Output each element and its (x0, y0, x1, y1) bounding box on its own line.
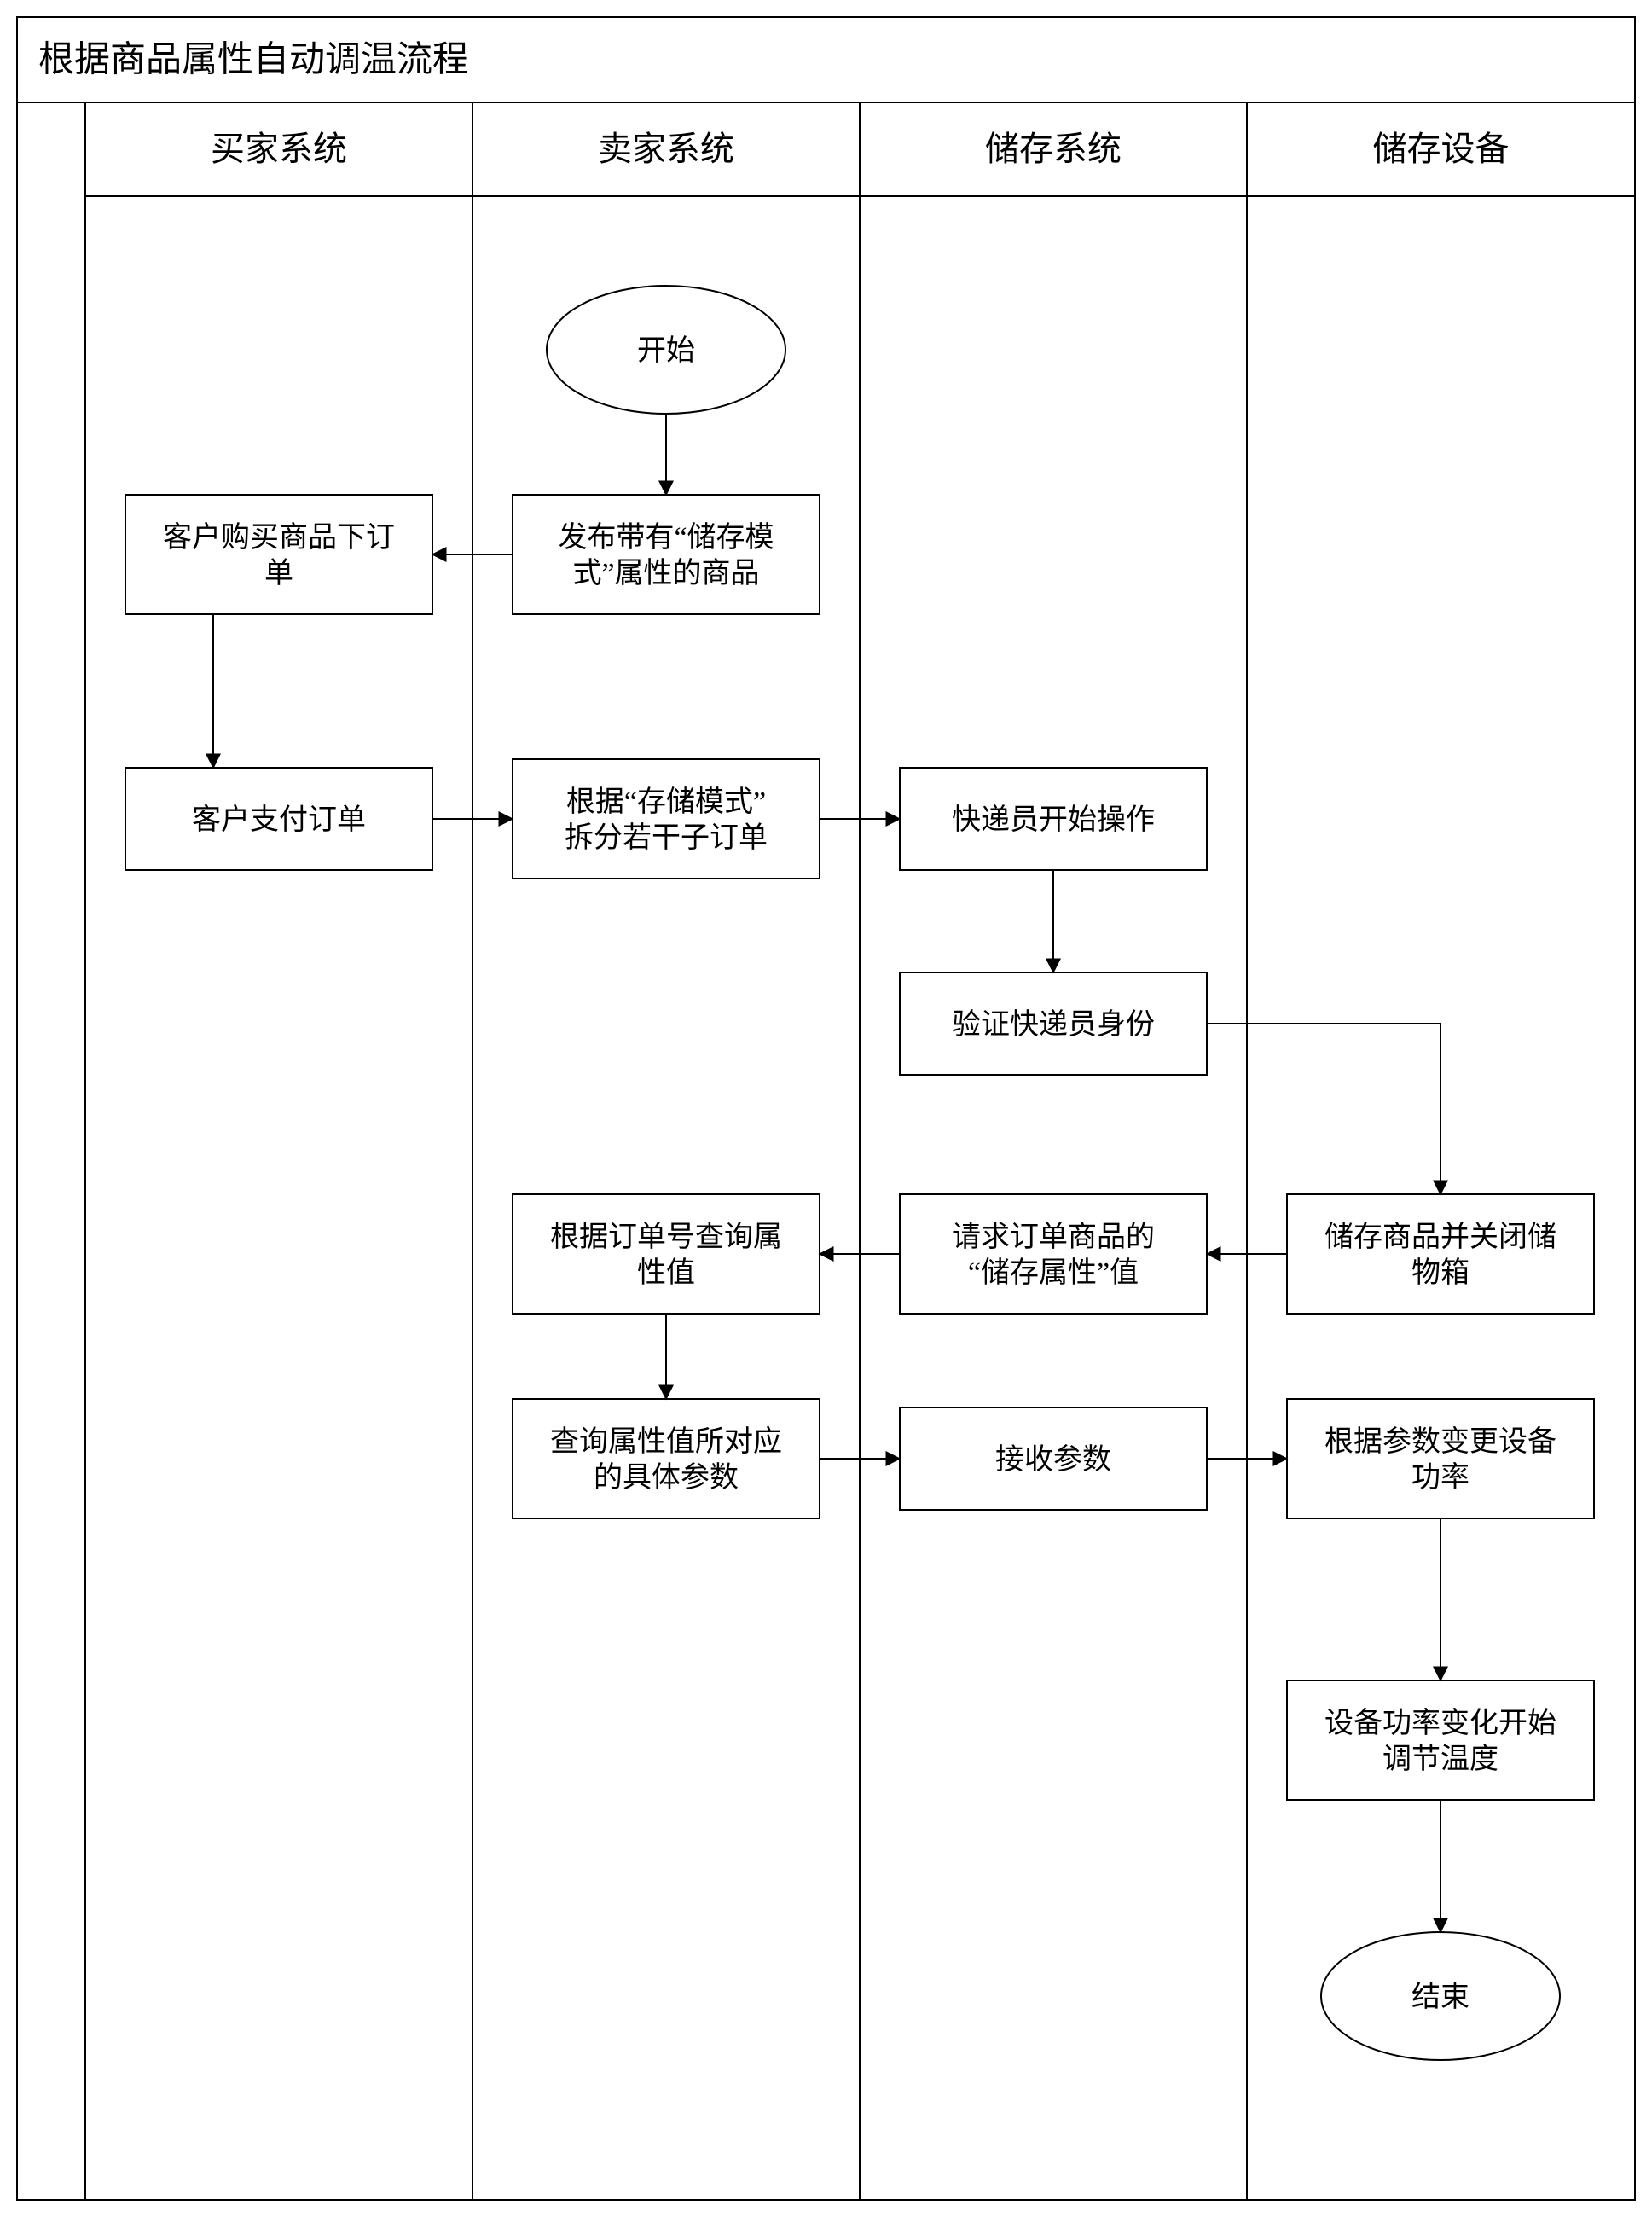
lane-header: 储存设备 (1373, 130, 1510, 168)
node-store: 储存商品并关闭储物箱 (1287, 1194, 1594, 1314)
node-courier: 快递员开始操作 (900, 768, 1207, 870)
node-label: 发布带有“储存模 (558, 521, 774, 554)
node-request: 请求订单商品的“储存属性”值 (900, 1194, 1207, 1314)
node-label: 储存商品并关闭储 (1324, 1221, 1556, 1253)
diagram-title: 根据商品属性自动调温流程 (38, 41, 468, 80)
node-param: 查询属性值所对应的具体参数 (513, 1399, 820, 1518)
node-split: 根据“存储模式”拆分若干子订单 (513, 759, 820, 879)
node-start: 开始 (547, 286, 785, 414)
node-label: 客户购买商品下订 (163, 521, 395, 554)
node-label: 性值 (637, 1256, 695, 1289)
node-label: 设备功率变化开始 (1324, 1707, 1556, 1739)
node-label: 开始 (637, 334, 695, 367)
lane-header: 储存系统 (985, 130, 1122, 168)
node-label: 结束 (1411, 1981, 1469, 2013)
node-label: 根据订单号查询属 (550, 1221, 782, 1253)
node-verify: 验证快递员身份 (900, 972, 1207, 1075)
flowchart-svg: 根据商品属性自动调温流程买家系统 卖家系统 储存系统 储存设备开始发布带有“储存模式”… (0, 0, 1652, 2217)
lane-header: 卖家系统 (598, 130, 734, 168)
node-adjust: 设备功率变化开始调节温度 (1287, 1680, 1594, 1800)
outer-frame (17, 17, 1635, 2200)
node-label: 接收参数 (995, 1443, 1111, 1476)
node-label: 客户支付订单 (192, 804, 366, 836)
node-label: 拆分若干子订单 (565, 821, 768, 854)
node-pay: 客户支付订单 (125, 768, 432, 870)
node-label: 式”属性的商品 (572, 557, 759, 589)
node-label: “储存属性”值 (968, 1256, 1139, 1289)
node-label: 根据“存储模式” (566, 786, 766, 818)
node-label: 调节温度 (1382, 1743, 1498, 1775)
node-label: 验证快递员身份 (952, 1008, 1155, 1041)
node-label: 快递员开始操作 (952, 804, 1155, 836)
node-end: 结束 (1321, 1932, 1560, 2060)
node-power: 根据参数变更设备功率 (1287, 1399, 1594, 1518)
edge-verify-store (1207, 1024, 1440, 1194)
node-label: 请求订单商品的 (952, 1221, 1155, 1253)
node-label: 功率 (1411, 1461, 1469, 1494)
node-recv: 接收参数 (900, 1407, 1207, 1510)
node-publish: 发布带有“储存模式”属性的商品 (513, 495, 820, 614)
lane-header: 买家系统 (211, 130, 347, 168)
flowchart-page: 根据商品属性自动调温流程买家系统 卖家系统 储存系统 储存设备开始发布带有“储存模式”… (0, 0, 1652, 2217)
node-query: 根据订单号查询属性值 (513, 1194, 820, 1314)
node-label: 查询属性值所对应 (550, 1425, 782, 1458)
node-label: 根据参数变更设备 (1324, 1425, 1556, 1458)
node-label: 单 (264, 558, 293, 589)
node-order: 客户购买商品下订单 (125, 495, 432, 614)
node-label: 物箱 (1411, 1256, 1469, 1289)
node-label: 的具体参数 (594, 1461, 739, 1494)
